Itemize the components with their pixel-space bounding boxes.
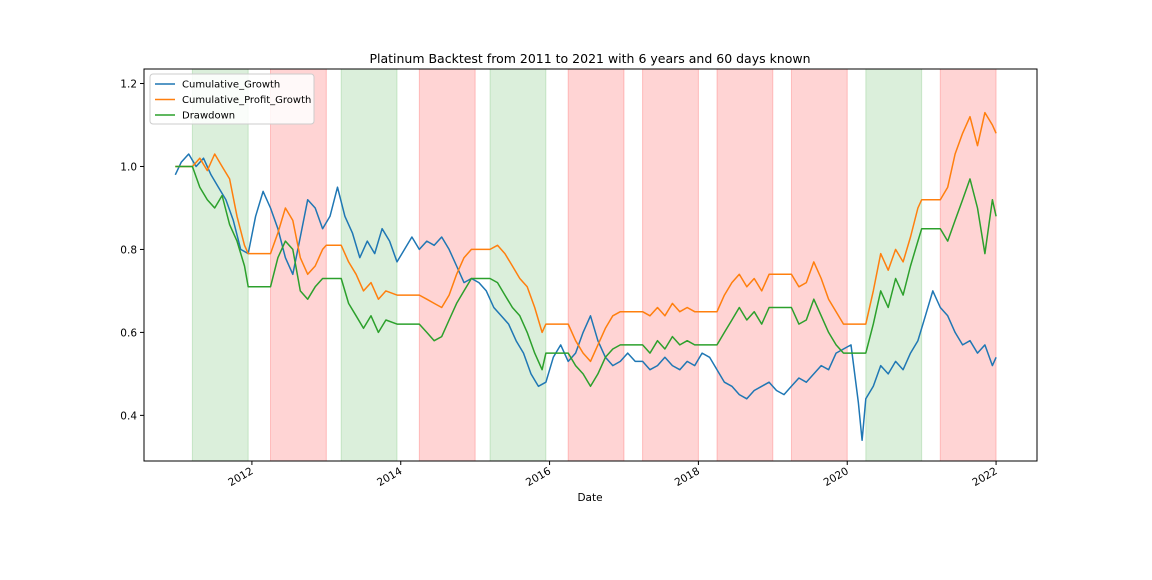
y-tick-label: 1.2 — [120, 79, 137, 91]
legend-label: Cumulative_Growth — [182, 80, 280, 91]
shaded-period-9 — [865, 68, 923, 462]
y-axis-ticks: 0.4 0.6 0.8 1.0 1.2 — [120, 79, 144, 422]
shaded-period-3 — [418, 68, 476, 462]
shaded-period-8 — [790, 68, 848, 462]
shaded-periods — [191, 68, 997, 462]
shaded-period-4 — [489, 68, 547, 462]
shaded-period-10 — [939, 68, 997, 462]
series-line-cumulative-growth — [174, 153, 997, 442]
y-tick-label: 0.8 — [120, 244, 137, 256]
shaded-period-2 — [340, 68, 398, 462]
y-tick-label: 0.6 — [120, 327, 137, 339]
x-axis-ticks: 2012 2014 2016 2018 2020 2022 — [226, 461, 1000, 489]
y-tick-label: 1.0 — [120, 161, 137, 173]
y-tick-label: 0.4 — [120, 410, 137, 422]
x-tick-label: 2014 — [375, 465, 404, 489]
series-line-cumulative-profit-growth — [175, 111, 997, 363]
series-line-drawdown — [175, 165, 997, 388]
shaded-period-1 — [270, 68, 327, 462]
x-axis-label: Date — [577, 492, 602, 504]
shaded-period-0 — [191, 68, 249, 462]
chart-title: Platinum Backtest from 2011 to 2021 with… — [369, 51, 810, 66]
x-tick-label: 2012 — [226, 465, 255, 489]
shaded-period-7 — [716, 68, 774, 462]
series-lines — [174, 111, 997, 442]
shaded-period-5 — [567, 68, 625, 462]
legend-label: Drawdown — [182, 111, 235, 122]
x-tick-label: 2022 — [970, 465, 999, 489]
x-tick-label: 2020 — [822, 465, 851, 489]
x-tick-label: 2016 — [524, 465, 553, 489]
axes-frame — [143, 68, 1038, 462]
x-tick-label: 2018 — [673, 465, 702, 489]
legend-label: Cumulative_Profit_Growth — [182, 95, 311, 106]
shaded-period-6 — [642, 68, 699, 462]
legend-box — [149, 73, 315, 125]
legend: Cumulative_Growth Cumulative_Profit_Growt… — [149, 73, 315, 125]
